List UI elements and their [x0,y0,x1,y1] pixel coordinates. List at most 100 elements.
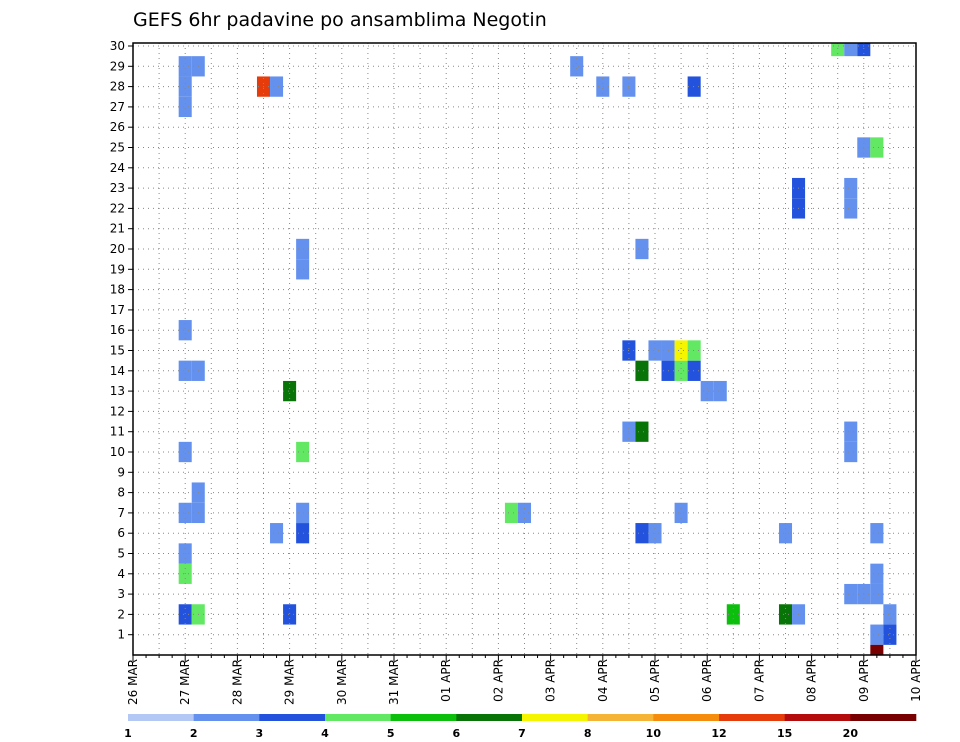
x-tick-label: 08 APR [805,659,819,702]
precip-cell [687,360,701,381]
x-tick-label: 03 APR [544,659,558,702]
y-tick-label: 4 [117,567,125,581]
y-tick-label: 29 [110,59,125,73]
colorbar-label: 3 [256,727,264,740]
x-tick-label: 06 APR [700,659,714,702]
precip-cell [296,441,310,463]
colorbar-swatch [719,714,785,721]
colorbar-swatch [193,714,260,721]
y-tick-label: 10 [110,445,125,459]
y-tick-label: 26 [110,120,125,134]
y-tick-label: 13 [110,384,125,398]
y-tick-label: 20 [110,242,125,256]
precip-cell [648,340,662,361]
precip-cell [674,502,688,524]
y-tick-label: 24 [110,161,125,175]
x-tick-label: 27 MAR [178,659,192,705]
x-tick-label: 30 MAR [335,659,349,705]
precip-cell [844,43,858,57]
precip-cell [270,76,284,97]
precip-cell [870,624,884,645]
colorbar-label: 20 [843,727,859,740]
precip-cell [178,502,192,524]
colorbar-label: 6 [453,727,461,740]
x-tick-label: 26 MAR [126,659,140,705]
y-tick-label: 12 [110,404,125,418]
x-tick-label: 01 APR [439,659,453,702]
precip-cell [296,502,310,524]
y-tick-label: 2 [117,607,125,621]
y-tick-label: 9 [117,465,125,479]
precip-cell [296,259,310,280]
precip-cell [687,340,701,361]
colorbar-swatch [587,714,654,721]
colorbar-label: 7 [518,727,526,740]
y-tick-label: 22 [110,201,125,215]
precip-cell [635,421,649,442]
x-axis-ticks: 26 MAR 27 MAR 28 MAR 29 MAR 30 MAR 31 MAR 01 A… [126,655,923,705]
precip-cell [700,380,714,402]
x-tick-label: 09 APR [857,659,871,702]
y-tick-label: 27 [110,100,125,114]
x-tick-label: 05 APR [648,659,662,702]
y-tick-label: 14 [110,364,125,378]
chart-title: GEFS 6hr padavine po ansamblima Negotin [133,9,547,31]
colorbar-swatch [456,714,523,721]
y-tick-label: 23 [110,181,125,195]
precip-cell [883,604,897,625]
y-tick-label: 15 [110,344,125,358]
precip-cell [283,380,297,402]
precip-cell [844,198,858,219]
y-tick-label: 16 [110,323,125,337]
colorbar-swatch [784,714,851,721]
precip-cell [844,421,858,442]
y-axis-ticks: 1234567891011121314151617181920212223242… [110,39,133,642]
grid-lines [132,43,917,655]
precip-cell [844,441,858,463]
precip-cell [178,56,192,77]
x-tick-label: 10 APR [909,659,923,702]
precip-cell [596,76,610,97]
y-tick-label: 19 [110,262,125,276]
precip-cell [635,360,649,381]
precip-cell [504,502,518,524]
x-tick-label: 29 MAR [283,659,297,705]
precip-cell [635,523,649,544]
colorbar-swatch [653,714,720,721]
y-tick-label: 1 [117,628,125,642]
y-tick-label: 21 [110,222,125,236]
precip-cell [870,137,884,158]
y-tick-label: 17 [110,303,125,317]
precip-cell [296,523,310,544]
x-tick-label: 04 APR [596,659,610,702]
precip-cell [857,43,871,57]
precip-cell [687,76,701,97]
colorbar-swatch [390,714,457,721]
precip-cell [713,380,727,402]
colorbar-swatch [259,714,326,721]
precip-cell [844,583,858,605]
precip-cell [870,523,884,544]
y-tick-label: 18 [110,283,125,297]
precip-cell [870,583,884,605]
precip-cell [831,43,845,57]
precip-cell [178,96,192,118]
colorbar-label: 2 [190,727,198,740]
colorbar-swatch [850,714,917,721]
y-tick-label: 3 [117,587,125,601]
colorbar-label: 10 [646,727,662,740]
precip-cell [178,320,192,341]
precip-cell [270,523,284,544]
x-tick-label: 07 APR [752,659,766,702]
colorbar-label: 1 [124,727,132,740]
y-tick-label: 5 [117,547,125,561]
precip-cell [517,502,532,524]
precip-cell [635,238,649,260]
y-tick-label: 11 [110,425,125,439]
colorbar-swatch [128,714,194,721]
colorbar-swatch [522,714,588,721]
y-tick-label: 6 [117,526,125,540]
precip-cells [178,43,897,655]
colorbar-label: 8 [584,727,592,740]
